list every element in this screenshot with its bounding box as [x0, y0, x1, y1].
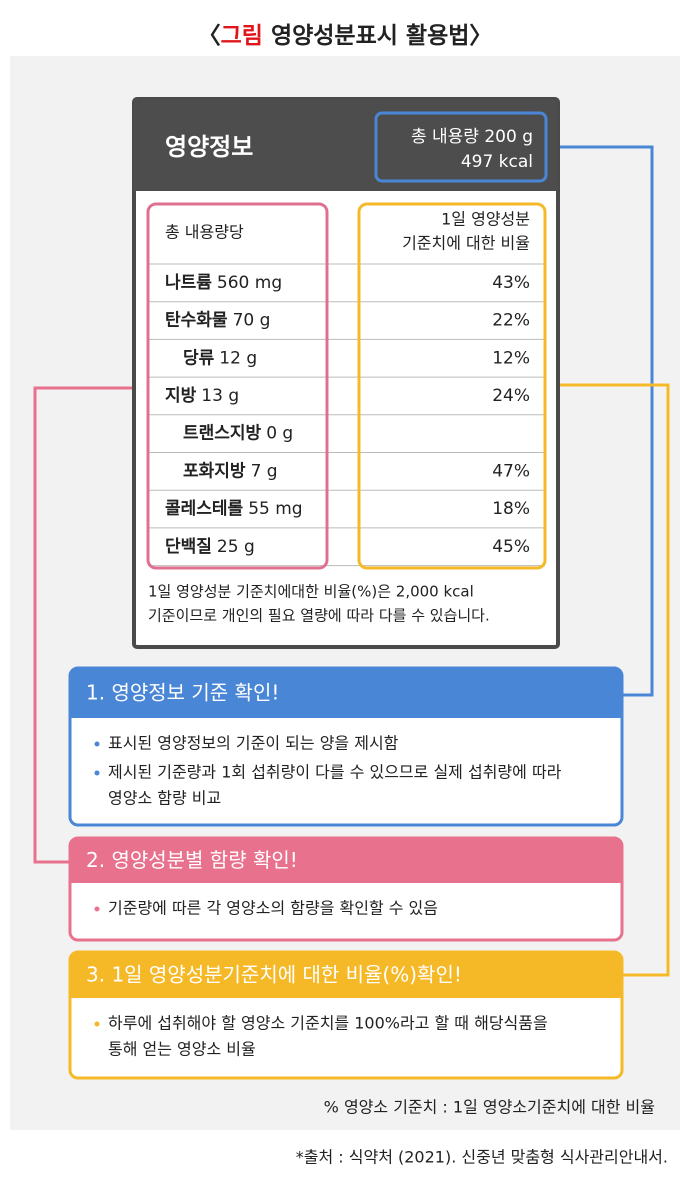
title: 〈그림 영양성분표시 활용법〉 [198, 23, 493, 49]
nutrient-amount: 0 g [266, 424, 293, 444]
nutrient: 단백질 25 g [165, 536, 255, 557]
nutrient-amount: 25 g [217, 537, 255, 557]
highlight-amounts [146, 202, 329, 570]
nutrient-name: 탄수화물 [165, 311, 228, 331]
nutrient-name: 콜레스테롤 [165, 499, 244, 519]
title-text: 영양성분표시 활용법 [271, 23, 469, 49]
bullet-text: 기준량에 따른 각 영양소의 함량을 확인할 수 있음 [108, 899, 438, 918]
nutrient-percent: 22% [492, 311, 530, 331]
nutrient: 지방 13 g [165, 386, 239, 406]
nutrient-amount: 70 g [233, 311, 271, 331]
nutrient-amount: 560 mg [217, 273, 282, 293]
box-header [70, 952, 622, 998]
total-box [374, 111, 548, 183]
explanations: 1. 영양정보 기준 확인! 표시된 영양정보의 기준이 되는 양을 제시함제시된… [68, 666, 624, 1080]
connector [33, 386, 148, 864]
nutrient-amount: 13 g [201, 386, 239, 406]
source: *출처 : 식약처 (2021). 신중년 맞춤형 식사관리안내서. [296, 1148, 668, 1167]
nutrient: 콜레스테롤 55 mg [165, 499, 303, 519]
nutrient-percent: 24% [492, 386, 530, 406]
note: % 영양소 기준치 : 1일 영양소기준치에 대한 비율 [324, 1098, 655, 1117]
nutrient: 트랜스지방 0 g [183, 424, 293, 444]
bullet [94, 906, 100, 912]
box-title: 2. 영양성분별 함량 확인! [86, 848, 298, 872]
nutrient: 당류 12 g [183, 348, 257, 368]
nutrient-amount: 12 g [219, 348, 257, 368]
nutrient-percent: 45% [492, 537, 530, 557]
nutrient-name: 당류 [183, 348, 215, 368]
total-amount: 총 내용량 200 g [411, 127, 533, 147]
nutrient-percent: 43% [492, 273, 530, 293]
nutrient-amount: 7 g [251, 461, 278, 481]
nutrient-name: 트랜스지방 [183, 424, 262, 444]
connector [547, 145, 654, 697]
bullet-text: 하루에 섭취해야 할 영양소 기준치를 100%라고 할 때 해당식품을 [108, 1014, 548, 1033]
box-title: 1. 영양정보 기준 확인! [86, 681, 279, 705]
column-header: 1일 영양성분 [441, 210, 530, 229]
nutrient-name: 단백질 [165, 536, 212, 557]
nutrient: 나트륨 560 mg [165, 273, 282, 293]
label-heading: 영양정보 [165, 133, 253, 161]
footnote: 기준이므로 개인의 필요 열량에 따라 다를 수 있습니다. [148, 607, 490, 625]
box-header [70, 668, 622, 718]
total-kcal: 497 kcal [461, 152, 533, 172]
title-bracket: 〈 [198, 23, 221, 49]
box-title: 3. 1일 영양성분기준치에 대한 비율(%)확인! [86, 963, 462, 987]
bullet-text: 표시된 영양정보의 기준이 되는 양을 제시함 [108, 734, 399, 753]
nutrient: 탄수화물 70 g [165, 311, 270, 331]
nutrient-name: 포화지방 [183, 461, 246, 481]
label-rows: 나트륨 560 mg 43% 탄수화물 70 g 22% 당류 12 g 12% 지방 13 g 24… [148, 263, 545, 567]
title-bracket: 〉 [469, 23, 492, 49]
connector [545, 383, 670, 977]
bullet [94, 741, 100, 747]
nutrient-amount: 55 mg [248, 499, 302, 519]
bullet [94, 1021, 100, 1027]
footnote: 1일 영양성분 기준치에대한 비율(%)은 2,000 kcal [148, 583, 474, 601]
bullet-text: 영양소 함량 비교 [108, 789, 221, 808]
box-header [70, 838, 622, 883]
nutrient-percent: 47% [492, 461, 530, 481]
column-header: 총 내용량당 [165, 223, 244, 242]
highlight-percent [357, 202, 547, 570]
bullet [94, 770, 100, 776]
bullet-text: 통해 얻는 영양소 비율 [108, 1040, 256, 1059]
title-label: 그림 [221, 23, 263, 49]
bullet-text: 제시된 기준량과 1회 섭취량이 다를 수 있으므로 실제 섭취량에 따라 [108, 763, 562, 782]
column-header: 기준치에 대한 비율 [402, 234, 530, 253]
nutrient-name: 나트륨 [165, 273, 212, 293]
nutrient-name: 지방 [165, 386, 197, 406]
nutrient-percent: 12% [492, 348, 530, 368]
nutrient-percent: 18% [492, 499, 530, 519]
nutrient: 포화지방 7 g [183, 461, 278, 481]
